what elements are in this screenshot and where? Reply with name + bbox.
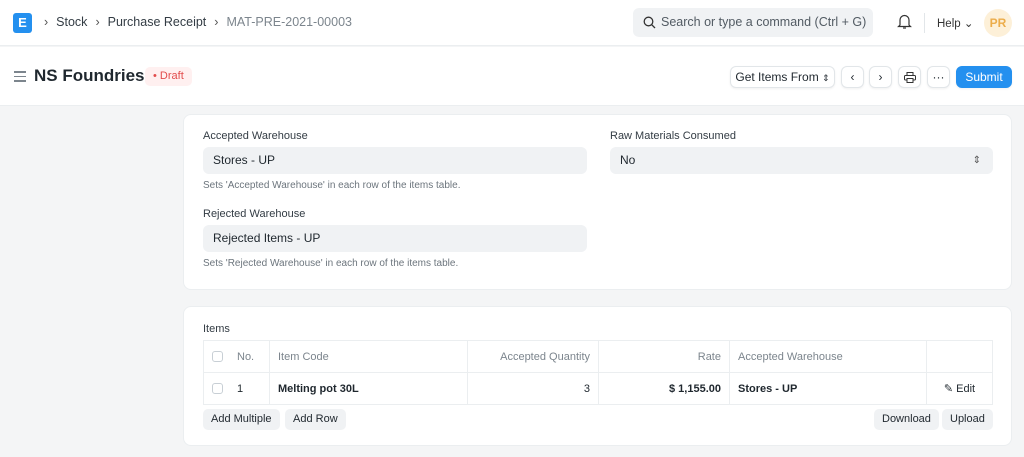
printer-icon [903,72,916,83]
bell-icon[interactable] [897,13,912,30]
breadcrumb-stock[interactable]: Stock [56,15,88,29]
divider [924,13,925,33]
accepted-warehouse-description: Sets 'Accepted Warehouse' in each row of… [203,180,461,191]
previous-button[interactable]: ‹ [841,66,864,88]
get-items-from-button[interactable]: Get Items From ⇕ [730,66,835,88]
rejected-warehouse-label: Rejected Warehouse [203,208,306,220]
breadcrumb-current[interactable]: MAT-PRE-2021-00003 [226,15,352,29]
quantity-cell[interactable]: 3 [467,372,599,405]
edit-label: Edit [956,383,976,395]
table-header: No. Item Code Accepted Quantity Rate Acc… [203,340,993,373]
help-dropdown[interactable]: Help ⌄ [937,16,974,30]
next-button[interactable]: › [869,66,892,88]
row-checkbox[interactable] [212,383,223,395]
accepted-warehouse-label: Accepted Warehouse [203,130,308,142]
more-icon: ··· [932,70,945,84]
raw-materials-select[interactable]: No ⇕ [610,147,993,174]
page-head: NS Foundries • Draft Get Items From ⇕ ‹ … [0,47,1024,106]
submit-button[interactable]: Submit [956,66,1012,88]
select-arrows-icon: ⇕ [972,155,981,166]
warehouse-cell[interactable]: Stores - UP [729,372,927,405]
chevron-right-icon: › [44,15,49,29]
more-button[interactable]: ··· [927,66,950,88]
search-icon [643,16,656,29]
items-label: Items [203,323,230,335]
chevron-right-icon: › [95,15,100,29]
breadcrumb: › Stock › Purchase Receipt › MAT-PRE-202… [44,15,352,29]
app-logo[interactable]: E [13,13,32,33]
column-item-code: Item Code [269,340,468,373]
chevron-left-icon: ‹ [850,70,855,84]
print-button[interactable] [898,66,921,88]
chevron-right-icon: › [214,15,219,29]
chevron-right-icon: › [878,70,883,84]
rate-cell[interactable]: $ 1,155.00 [598,372,730,405]
column-rate: Rate [598,340,730,373]
help-label: Help [937,18,961,30]
items-section: Items No. Item Code Accepted Quantity Ra… [183,306,1012,446]
row-no: 1 [237,382,244,395]
rejected-warehouse-field[interactable]: Rejected Items - UP [203,225,587,252]
search-placeholder: Search or type a command (Ctrl + G) [661,15,867,29]
column-accepted-quantity: Accepted Quantity [467,340,599,373]
avatar[interactable]: PR [984,9,1012,37]
column-no: No. [237,350,255,363]
edit-row-button[interactable]: ✎ Edit [926,372,993,405]
download-button[interactable]: Download [874,409,939,430]
breadcrumb-purchase-receipt[interactable]: Purchase Receipt [107,15,207,29]
accepted-warehouse-field[interactable]: Stores - UP [203,147,587,174]
add-row-button[interactable]: Add Row [285,409,346,430]
status-badge: • Draft [145,67,192,86]
warehouse-section: Accepted Warehouse Stores - UP Sets 'Acc… [183,114,1012,290]
status-text: Draft [159,70,184,82]
add-multiple-button[interactable]: Add Multiple [203,409,280,430]
page-title: NS Foundries [34,66,145,85]
chevron-down-icon: ⌄ [963,18,974,30]
get-items-label: Get Items From [735,70,819,84]
raw-materials-label: Raw Materials Consumed [610,130,736,142]
upload-button[interactable]: Upload [942,409,993,430]
select-arrows-icon: ⇕ [822,73,830,83]
pencil-icon: ✎ [943,383,954,395]
item-code-cell[interactable]: Melting pot 30L [269,372,468,405]
raw-materials-value: No [620,153,636,167]
table-row[interactable]: 1 Melting pot 30L 3 $ 1,155.00 Stores - … [203,372,993,405]
column-accepted-warehouse: Accepted Warehouse [729,340,927,373]
items-table: No. Item Code Accepted Quantity Rate Acc… [203,340,993,405]
navbar: E › Stock › Purchase Receipt › MAT-PRE-2… [0,0,1024,46]
rejected-warehouse-description: Sets 'Rejected Warehouse' in each row of… [203,258,459,269]
search-input[interactable]: Search or type a command (Ctrl + G) [633,8,873,37]
select-all-checkbox[interactable] [212,351,223,363]
menu-icon[interactable] [14,71,26,85]
